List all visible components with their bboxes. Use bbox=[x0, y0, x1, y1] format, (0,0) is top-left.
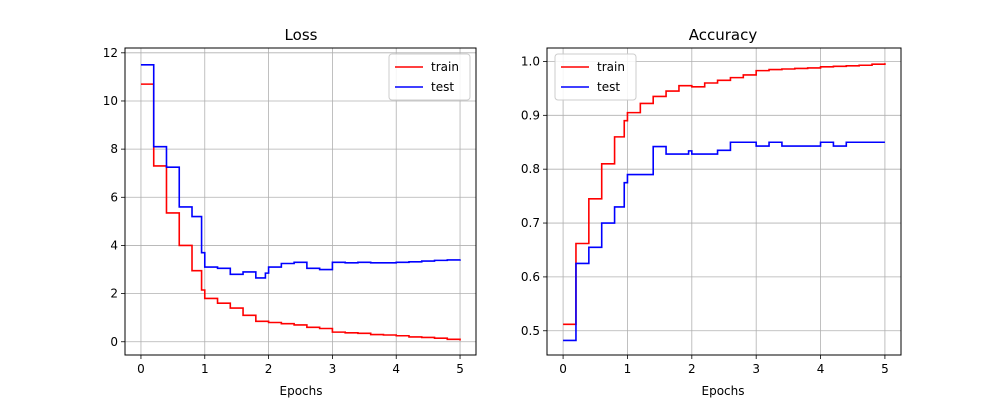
series-line-test bbox=[563, 141, 885, 342]
y-tick-label: 0 bbox=[110, 335, 118, 349]
y-tick-label: 0.6 bbox=[521, 270, 540, 284]
chart-title: Loss bbox=[285, 26, 318, 44]
plot-frame bbox=[124, 47, 477, 356]
legend-label-train: train bbox=[597, 60, 625, 74]
legend-box bbox=[554, 53, 637, 101]
y-tick-label: 0.5 bbox=[521, 324, 540, 338]
y-tick-label: 8 bbox=[110, 142, 118, 156]
y-tick-label: 1.0 bbox=[521, 54, 540, 68]
series-line-train bbox=[140, 83, 461, 341]
y-tick-label: 0.8 bbox=[521, 162, 540, 176]
y-tick-label: 12 bbox=[103, 46, 118, 60]
x-tick-label: 4 bbox=[392, 362, 400, 376]
chart-title: Accuracy bbox=[689, 26, 758, 44]
x-tick-label: 1 bbox=[624, 362, 632, 376]
x-axis-label: Epochs bbox=[280, 384, 323, 398]
y-tick-label: 6 bbox=[110, 190, 118, 204]
legend-label-test: test bbox=[597, 80, 620, 94]
y-tick-label: 0.9 bbox=[521, 108, 540, 122]
x-tick-label: 2 bbox=[688, 362, 696, 376]
x-tick-label: 2 bbox=[265, 362, 273, 376]
series-line-test bbox=[140, 64, 461, 279]
accuracy-chart: Accuracy 0 1 2 3 4 5 0.5 0.6 0.7 0.8 0.9 1.0 Epochs… bbox=[521, 26, 902, 398]
y-tick-label: 10 bbox=[103, 94, 118, 108]
x-tick-label: 3 bbox=[752, 362, 760, 376]
x-tick-label: 5 bbox=[881, 362, 889, 376]
legend-label-test: test bbox=[431, 80, 454, 94]
plot-frame bbox=[546, 47, 902, 356]
x-tick-label: 3 bbox=[329, 362, 337, 376]
x-tick-label: 0 bbox=[559, 362, 567, 376]
x-tick-label: 0 bbox=[137, 362, 145, 376]
y-tick-label: 4 bbox=[110, 238, 118, 252]
x-tick-label: 4 bbox=[817, 362, 825, 376]
x-tick-label: 5 bbox=[456, 362, 464, 376]
series-line-train bbox=[563, 63, 886, 326]
y-tick-label: 2 bbox=[110, 287, 118, 301]
x-axis-label: Epochs bbox=[702, 384, 745, 398]
y-tick-label: 0.7 bbox=[521, 216, 540, 230]
legend-box bbox=[388, 53, 471, 101]
legend-label-train: train bbox=[431, 60, 459, 74]
x-tick-label: 1 bbox=[201, 362, 209, 376]
